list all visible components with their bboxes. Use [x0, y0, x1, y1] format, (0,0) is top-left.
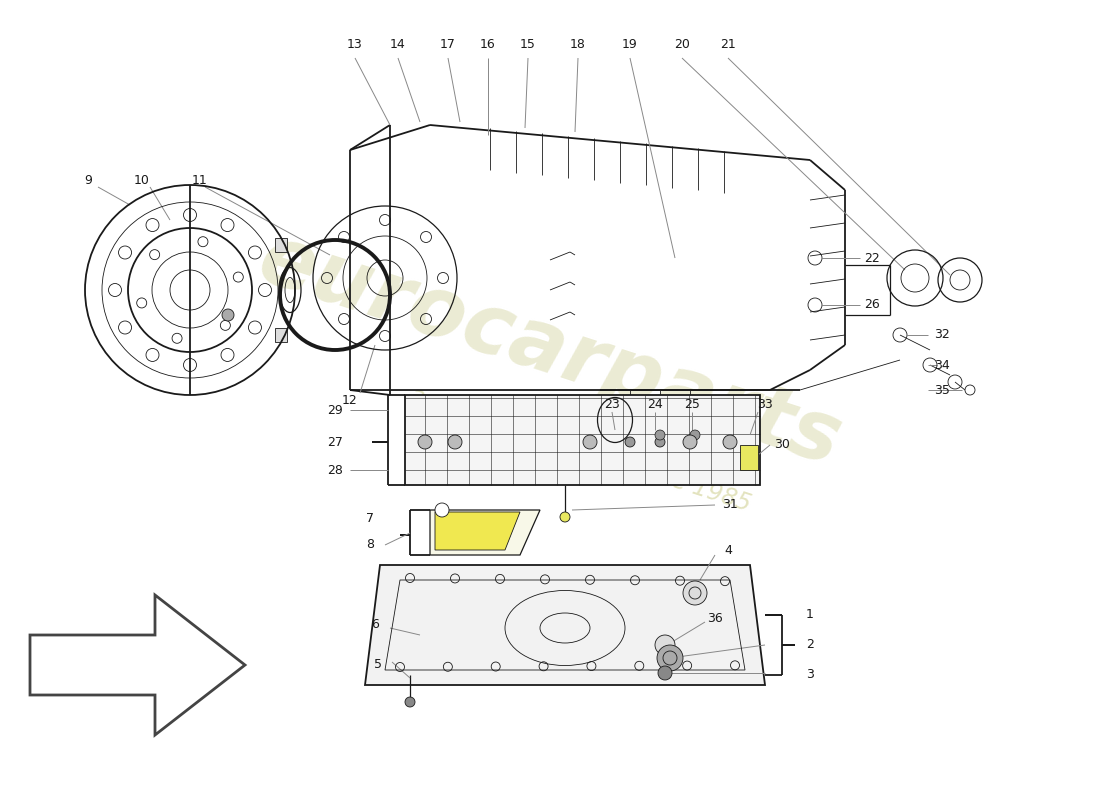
Text: 19: 19: [623, 38, 638, 51]
Polygon shape: [365, 565, 764, 685]
Text: 21: 21: [720, 38, 736, 51]
Text: 26: 26: [865, 298, 880, 311]
Circle shape: [434, 503, 449, 517]
Text: 2: 2: [806, 638, 814, 651]
Polygon shape: [430, 510, 540, 555]
Circle shape: [723, 435, 737, 449]
Text: 14: 14: [390, 38, 406, 51]
Text: 32: 32: [934, 329, 950, 342]
Polygon shape: [434, 512, 520, 550]
Circle shape: [657, 645, 683, 671]
Text: 36: 36: [707, 611, 723, 625]
Circle shape: [685, 437, 695, 447]
Circle shape: [690, 430, 700, 440]
Circle shape: [625, 437, 635, 447]
Text: 18: 18: [570, 38, 586, 51]
Circle shape: [560, 512, 570, 522]
Text: 13: 13: [348, 38, 363, 51]
Bar: [275, 238, 287, 252]
Text: 7: 7: [366, 511, 374, 525]
Text: 24: 24: [647, 398, 663, 411]
Circle shape: [654, 635, 675, 655]
Text: 30: 30: [774, 438, 790, 451]
Text: 20: 20: [674, 38, 690, 51]
Text: 15: 15: [520, 38, 536, 51]
Bar: [275, 328, 287, 342]
Text: 6: 6: [371, 618, 378, 631]
Text: 10: 10: [134, 174, 150, 186]
Text: 25: 25: [684, 398, 700, 411]
Text: 9: 9: [84, 174, 92, 186]
Text: 31: 31: [722, 498, 738, 511]
Circle shape: [222, 309, 234, 321]
Text: eurocarparts: eurocarparts: [249, 218, 851, 482]
Text: 5: 5: [374, 658, 382, 671]
Text: 29: 29: [327, 403, 343, 417]
Text: 17: 17: [440, 38, 455, 51]
Text: 3: 3: [806, 669, 814, 682]
Text: 22: 22: [865, 251, 880, 265]
Text: 8: 8: [366, 538, 374, 551]
Circle shape: [658, 666, 672, 680]
Text: 12: 12: [342, 394, 358, 406]
Circle shape: [654, 430, 666, 440]
Circle shape: [405, 697, 415, 707]
Text: 16: 16: [480, 38, 496, 51]
Circle shape: [418, 435, 432, 449]
Circle shape: [683, 435, 697, 449]
Text: 11: 11: [192, 174, 208, 186]
Circle shape: [448, 435, 462, 449]
Text: 34: 34: [934, 358, 950, 371]
Circle shape: [583, 435, 597, 449]
Text: 33: 33: [757, 398, 773, 411]
Text: a passion for parts since 1985: a passion for parts since 1985: [407, 383, 754, 517]
Text: 28: 28: [327, 463, 343, 477]
Text: 4: 4: [724, 543, 732, 557]
Polygon shape: [405, 395, 760, 485]
Circle shape: [683, 581, 707, 605]
Text: 23: 23: [604, 398, 620, 411]
Bar: [740, 445, 758, 470]
Text: 1: 1: [806, 609, 814, 622]
Circle shape: [654, 437, 666, 447]
Text: 35: 35: [934, 383, 950, 397]
Text: 27: 27: [327, 435, 343, 449]
